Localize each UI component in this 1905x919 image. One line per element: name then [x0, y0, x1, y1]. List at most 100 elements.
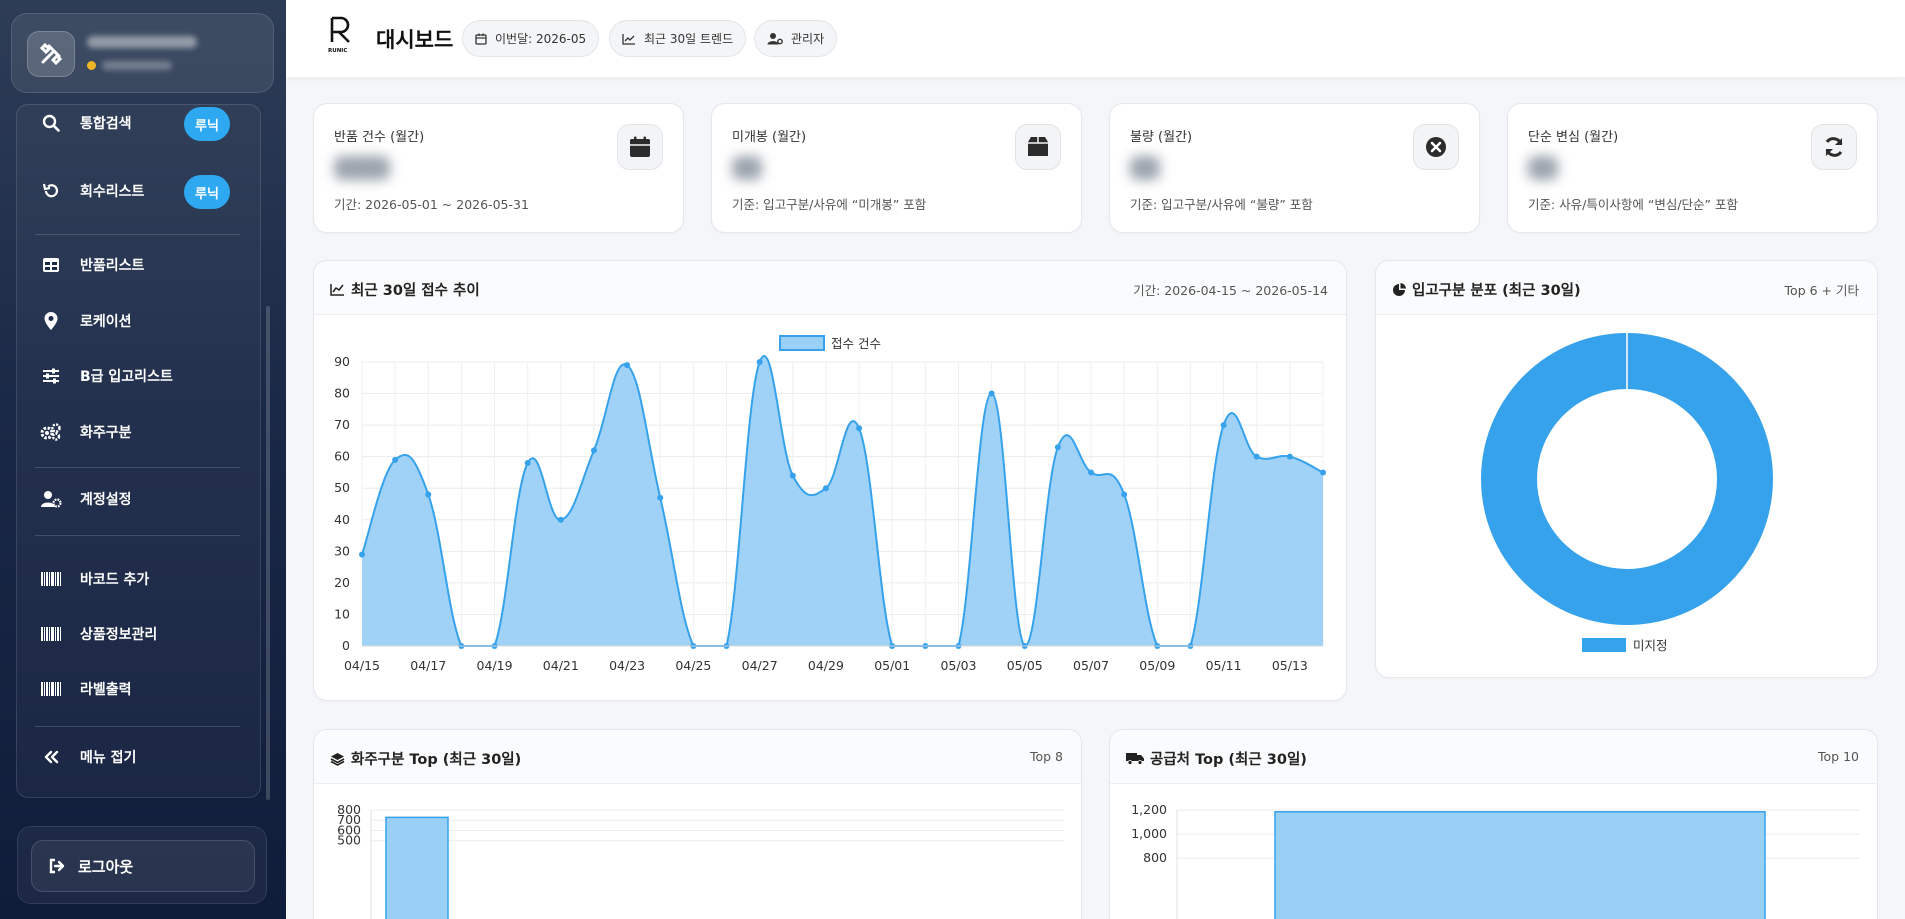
barcode-icon [40, 568, 62, 590]
legend-label: 미지정 [1633, 638, 1668, 653]
sidebar-scrollbar[interactable] [266, 306, 270, 800]
data-point [1286, 453, 1293, 460]
stat-subtitle: 기준: 입고구분/사유에 “미개봉” 포함 [732, 197, 927, 212]
calendar-icon [475, 33, 487, 45]
y-tick-label: 80 [334, 386, 350, 401]
chip-this-month[interactable]: 이번달: 2026-05 [462, 20, 600, 57]
data-point [590, 447, 597, 454]
donut-chart-panel: 입고구분 분포 (최근 30일) Top 6 + 기타 미지정 [1375, 260, 1878, 678]
panel-title: 최근 30일 접수 추이 [330, 279, 480, 300]
y-tick-label: 40 [334, 512, 350, 527]
legend-swatch [779, 335, 825, 351]
sidebar-item-label-print[interactable]: 라벨출력 [40, 674, 132, 704]
x-tick-label: 05/03 [940, 658, 976, 673]
logo-text: RUNIC [328, 48, 347, 54]
sidebar-item-product-info[interactable]: 상품정보관리 [40, 619, 157, 649]
tools-icon [27, 31, 75, 77]
chip-trend[interactable]: 최근 30일 트렌드 [609, 20, 747, 57]
logout-label: 로그아웃 [78, 857, 134, 876]
runic-logo: RUNIC [328, 16, 356, 56]
sidebar-item-collapse-menu[interactable]: 메뉴 접기 [40, 742, 136, 772]
calendar-icon [617, 124, 663, 170]
sidebar-item-label: 메뉴 접기 [80, 750, 137, 766]
panel-title: 입고구분 분포 (최근 30일) [1392, 279, 1581, 300]
y-tick-label: 50 [334, 480, 350, 495]
undo-icon [40, 180, 62, 202]
data-point [1320, 469, 1326, 476]
trend-icon [622, 33, 636, 45]
user-name [87, 36, 197, 48]
sidebar-item-account-settings[interactable]: 계정설정 [40, 484, 132, 514]
sidebar-badge: 루닉 [184, 107, 230, 141]
supplier-top-panel: 공급처 Top (최근 30일) Top 10 800 1,000 1,200 [1109, 729, 1878, 919]
sidebar-badge: 루닉 [184, 175, 230, 209]
panel-header: 최근 30일 접수 추이 기간: 2026-04-15 ~ 2026-05-14 [314, 261, 1346, 315]
data-point [359, 551, 365, 558]
panel-meta: Top 8 [1029, 749, 1063, 764]
sidebar-item-search[interactable]: 통합검색 [40, 108, 132, 138]
data-point [988, 390, 995, 397]
menu-panel [16, 104, 261, 798]
barcode-icon [40, 678, 62, 700]
y-tick-label: 800 [1143, 850, 1167, 865]
sidebar-item-b-grade-list[interactable]: B급 입고리스트 [40, 361, 173, 391]
stat-subtitle: 기간: 2026-05-01 ~ 2026-05-31 [334, 197, 529, 212]
pie-chart-icon [1392, 282, 1406, 297]
sidebar-item-recall-list[interactable]: 회수리스트 [40, 176, 144, 206]
panel-header: 화주구분 Top (최근 30일) Top 8 [314, 730, 1081, 784]
y-tick-label: 0 [342, 638, 350, 653]
panel-title-text: 최근 30일 접수 추이 [351, 283, 480, 299]
y-tick-label: 60 [334, 449, 350, 464]
line-chart-icon [330, 283, 345, 296]
sidebar-item-location[interactable]: 로케이션 [40, 306, 132, 336]
sidebar-item-shipper[interactable]: 화주구분 [40, 417, 132, 447]
stat-card-defective: 불량 (월간) 기준: 입고구분/사유에 “불량” 포함 [1109, 103, 1480, 233]
truck-icon [1126, 752, 1144, 765]
stat-value [732, 156, 762, 180]
sidebar-divider [35, 467, 240, 468]
stat-subtitle: 기준: 사유/특이사항에 “변심/단순” 포함 [1528, 197, 1739, 212]
y-tick-label: 20 [334, 575, 350, 590]
stat-label: 단순 변심 (월간) [1528, 130, 1619, 145]
x-tick-label: 05/09 [1139, 658, 1175, 673]
stat-card-change-of-mind: 단순 변심 (월간) 기준: 사유/특이사항에 “변심/단순” 포함 [1507, 103, 1878, 233]
sidebar-divider [35, 726, 240, 727]
box-icon [1015, 124, 1061, 170]
shipper-top-panel: 화주구분 Top (최근 30일) Top 8 500 600 700 800 [313, 729, 1082, 919]
chip-admin[interactable]: 관리자 [754, 20, 838, 57]
legend-label: 접수 건수 [831, 336, 881, 351]
user-card[interactable] [11, 13, 274, 93]
x-tick-label: 05/07 [1073, 658, 1109, 673]
data-point [1121, 491, 1128, 498]
panel-meta: Top 10 [1818, 749, 1859, 764]
sidebar-item-label: 상품정보관리 [80, 627, 158, 643]
stat-card-returns: 반품 건수 (월간) 기간: 2026-05-01 ~ 2026-05-31 [313, 103, 684, 233]
x-tick-label: 04/25 [675, 658, 711, 673]
bar [1274, 811, 1766, 919]
y-tick-label: 90 [334, 354, 350, 369]
sidebar-item-label: 회수리스트 [80, 184, 145, 200]
logout-button[interactable]: 로그아웃 [31, 840, 255, 892]
sidebar-item-label: 계정설정 [80, 492, 132, 508]
sidebar-item-add-barcode[interactable]: 바코드 추가 [40, 564, 149, 594]
status-dot [87, 61, 96, 70]
x-tick-label: 05/01 [874, 658, 910, 673]
data-point [1220, 422, 1227, 429]
data-point [789, 472, 796, 479]
panel-title: 공급처 Top (최근 30일) [1126, 748, 1307, 769]
gears-icon [40, 421, 62, 443]
data-point [425, 491, 432, 498]
user-cog-icon [767, 32, 783, 45]
stat-value [1528, 156, 1558, 180]
panel-header: 입고구분 분포 (최근 30일) Top 6 + 기타 [1376, 261, 1877, 315]
chip-label: 관리자 [791, 32, 825, 46]
double-chevron-left-icon [40, 746, 62, 768]
x-tick-label: 04/21 [543, 658, 579, 673]
sidebar-item-label: 바코드 추가 [80, 572, 150, 588]
x-tick-label: 05/11 [1206, 658, 1242, 673]
y-tick-label: 500 [337, 833, 361, 848]
donut-slice [1481, 333, 1773, 625]
layers-icon [330, 752, 345, 766]
user-subtitle [102, 61, 172, 70]
sidebar-item-return-list[interactable]: 반품리스트 [40, 250, 144, 280]
